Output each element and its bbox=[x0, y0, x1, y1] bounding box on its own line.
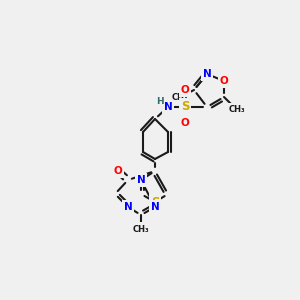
Text: N: N bbox=[136, 175, 146, 185]
Text: N: N bbox=[151, 202, 159, 212]
Text: S: S bbox=[151, 196, 159, 208]
Text: CH₃: CH₃ bbox=[133, 224, 149, 233]
Text: O: O bbox=[220, 76, 228, 86]
Text: N: N bbox=[124, 202, 132, 212]
Text: CH₃: CH₃ bbox=[229, 106, 245, 115]
Text: N: N bbox=[202, 69, 211, 79]
Text: H: H bbox=[156, 97, 164, 106]
Text: N: N bbox=[164, 102, 172, 112]
Text: S: S bbox=[181, 100, 189, 113]
Text: CH₃: CH₃ bbox=[172, 92, 188, 101]
Text: O: O bbox=[181, 85, 189, 95]
Text: O: O bbox=[181, 118, 189, 128]
Text: O: O bbox=[114, 166, 122, 176]
